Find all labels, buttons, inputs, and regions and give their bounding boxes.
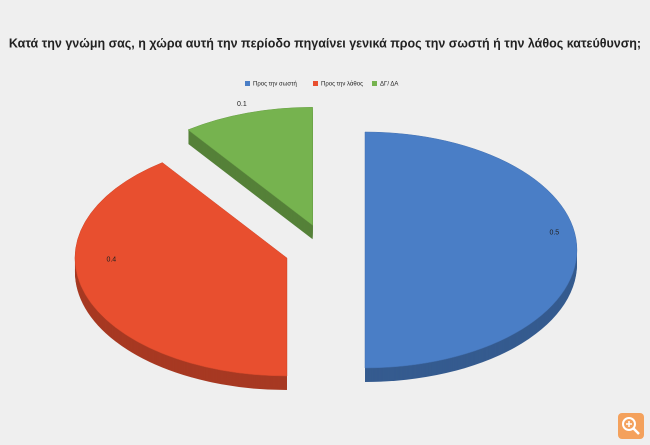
- legend-label: ΔΓ/ ΔΑ: [380, 82, 398, 88]
- legend-label: Προς την λάθος: [321, 81, 363, 88]
- legend-swatch: [245, 81, 250, 86]
- data-label: 0.1: [237, 101, 247, 108]
- slice: [74, 162, 288, 377]
- legend-label: Προς την σωστή: [253, 81, 297, 88]
- data-label: 0.5: [549, 230, 559, 237]
- zoom-glass: [622, 417, 636, 431]
- zoom-icon[interactable]: [618, 413, 644, 439]
- legend-swatch: [313, 81, 318, 86]
- chart-title: Κατά την γνώμη σας, η χώρα αυτή την περί…: [9, 36, 641, 50]
- slice: [364, 131, 578, 369]
- zoom-button[interactable]: [618, 413, 644, 439]
- legend-swatch: [372, 81, 377, 86]
- zoom-handle: [632, 427, 640, 435]
- data-label: 0.4: [106, 256, 116, 263]
- slice: [187, 107, 313, 226]
